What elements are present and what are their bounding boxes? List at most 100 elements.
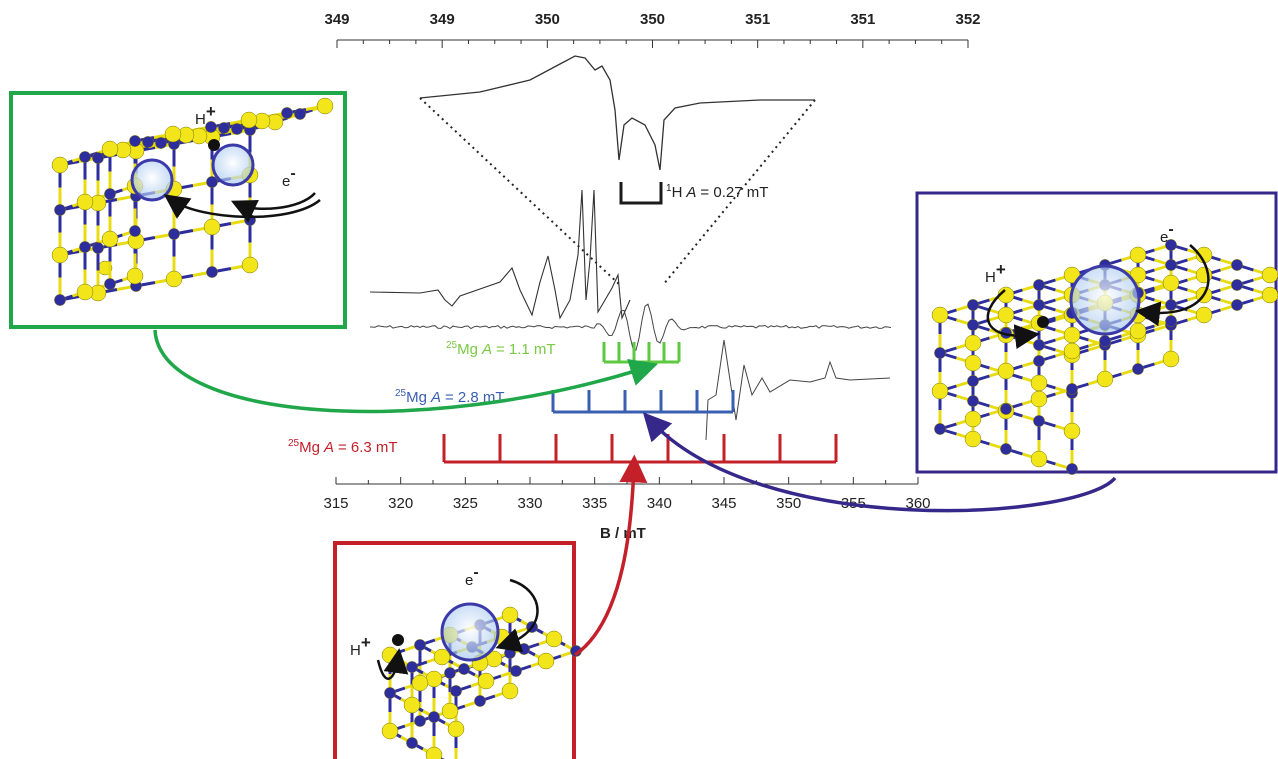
atom <box>79 241 91 253</box>
atom <box>168 228 180 240</box>
atom <box>433 648 451 666</box>
electron-symbol: e <box>465 572 473 589</box>
panel-frame <box>9 91 347 329</box>
atom <box>1063 422 1081 440</box>
atom <box>76 283 94 301</box>
electron-label: e- <box>465 564 479 589</box>
axis-title: B / mT <box>600 525 646 542</box>
atom <box>79 151 91 163</box>
panel-frame <box>915 191 1278 474</box>
atom <box>129 135 141 147</box>
atom <box>1261 286 1278 304</box>
tick-label: 351 <box>850 11 875 28</box>
atom <box>381 722 399 740</box>
spectrum-trace <box>705 339 891 441</box>
atom <box>1165 315 1177 327</box>
electron-label: e- <box>282 165 296 190</box>
tick-label: 350 <box>640 11 665 28</box>
tick-label: 350 <box>776 495 801 512</box>
tick-label: 325 <box>453 495 478 512</box>
proton-symbol: H <box>195 111 206 128</box>
atom <box>441 702 459 720</box>
coupling-symbol: A <box>430 389 441 406</box>
atom <box>1231 279 1243 291</box>
group: H+e-H+e-H+e- <box>195 102 1174 659</box>
spectrum-trace <box>419 55 815 171</box>
atom <box>294 108 306 120</box>
tick-label: 349 <box>430 11 455 28</box>
atom <box>164 125 182 143</box>
spin-density <box>211 143 255 187</box>
atom <box>931 382 949 400</box>
atom <box>1099 335 1111 347</box>
atom <box>964 354 982 372</box>
atom <box>964 334 982 352</box>
atom <box>1162 350 1180 368</box>
proton <box>392 634 404 646</box>
atom <box>1231 299 1243 311</box>
tick-label: 330 <box>517 495 542 512</box>
coupling-value: = 0.27 mT <box>700 184 768 201</box>
tick-label: 340 <box>647 495 672 512</box>
atom <box>967 375 979 387</box>
atom <box>92 242 104 254</box>
atom <box>1096 370 1114 388</box>
atom <box>964 430 982 448</box>
atom <box>1033 339 1045 351</box>
atom <box>1066 463 1078 475</box>
element: Mg <box>299 439 320 456</box>
atom <box>997 306 1015 324</box>
atom <box>101 140 119 158</box>
atom <box>1000 403 1012 415</box>
isotope-mass: 25 <box>288 438 300 449</box>
group: 315 320 325 330 335 340 345 350 355 360 <box>323 477 931 512</box>
atom <box>1162 274 1180 292</box>
atom <box>934 423 946 435</box>
atom <box>1033 279 1045 291</box>
atom <box>997 362 1015 380</box>
tick-label: 315 <box>323 495 348 512</box>
atom <box>1165 239 1177 251</box>
isotope-mass: 1 <box>666 183 672 194</box>
atom <box>104 278 116 290</box>
isotope-mass: 25 <box>395 388 407 399</box>
tick-label: 351 <box>745 11 770 28</box>
atom <box>316 97 334 115</box>
atom <box>474 695 486 707</box>
atom <box>1165 299 1177 311</box>
atom <box>1261 266 1278 284</box>
connector-arrow <box>642 412 1117 513</box>
atom <box>104 188 116 200</box>
group: 349 349 350 350 351 351 352 <box>324 11 981 48</box>
transfer-arrow <box>986 289 1040 350</box>
atom <box>1165 259 1177 271</box>
spin-density <box>1069 264 1141 336</box>
atom <box>1030 374 1048 392</box>
transfer-arrow <box>495 578 539 653</box>
coupling-value: = 1.1 mT <box>496 341 556 358</box>
atom <box>76 193 94 211</box>
atom <box>414 639 426 651</box>
atom <box>1033 299 1045 311</box>
tick-label: 335 <box>582 495 607 512</box>
atom <box>967 319 979 331</box>
proton-charge: + <box>361 633 371 652</box>
transfer-arrow <box>376 648 409 681</box>
atom <box>1132 363 1144 375</box>
atom <box>428 711 440 723</box>
electron-charge: - <box>473 564 478 581</box>
connector-arrow <box>153 329 659 414</box>
proton <box>1037 316 1049 328</box>
atom <box>142 136 154 148</box>
stick-pattern <box>619 182 663 205</box>
tick-label: 350 <box>535 11 560 28</box>
atom <box>1129 322 1147 340</box>
atom <box>501 606 519 624</box>
electron-charge: - <box>1168 221 1173 238</box>
atom <box>458 663 470 675</box>
atom <box>240 111 258 129</box>
electron-charge: - <box>290 165 295 182</box>
tick-label: 320 <box>388 495 413 512</box>
